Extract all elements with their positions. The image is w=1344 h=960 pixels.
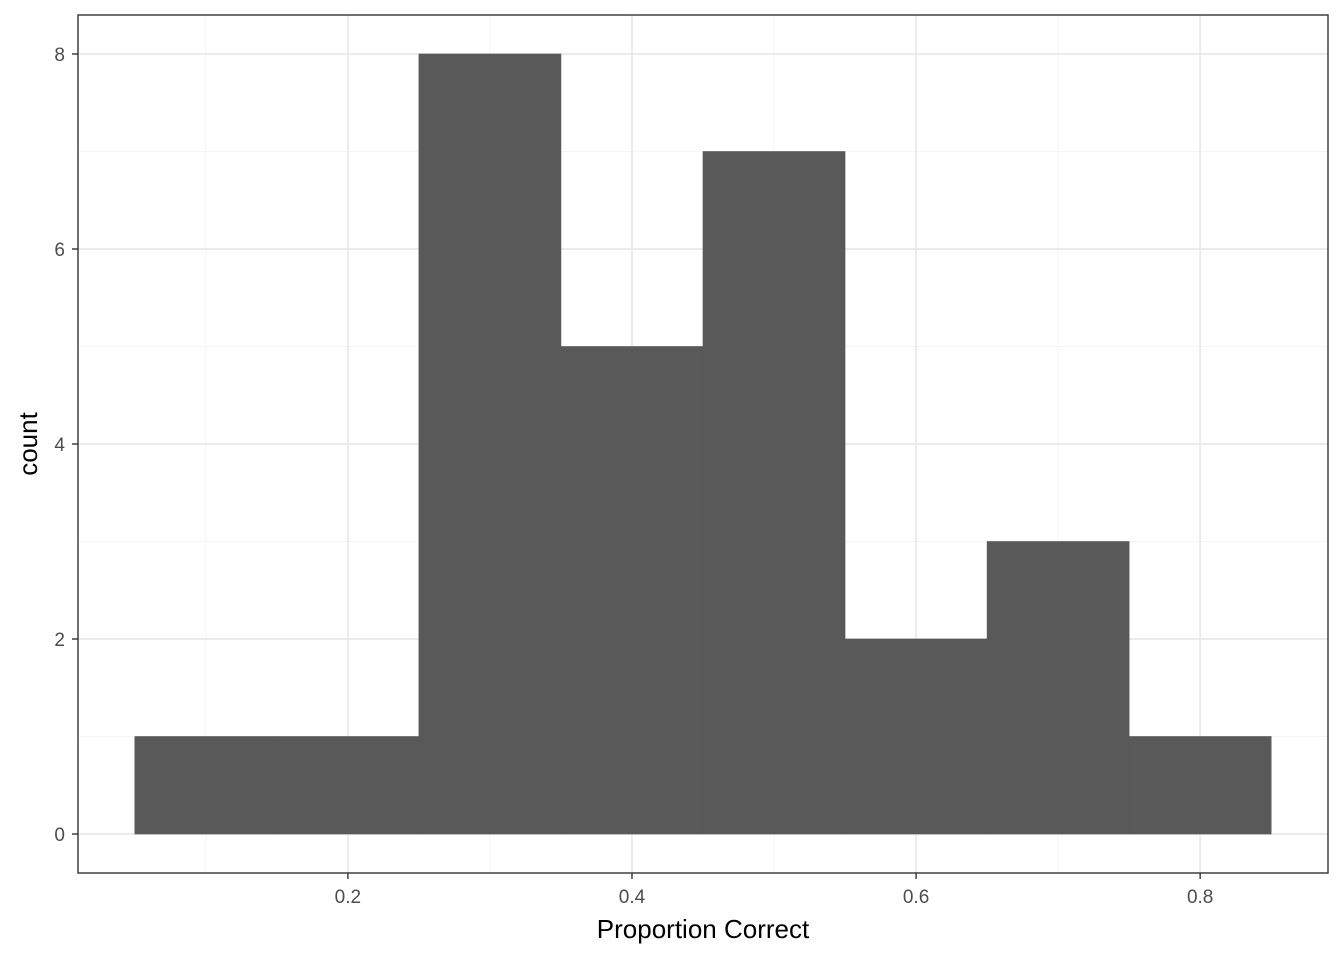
y-tick-label: 2 [54,630,65,651]
y-tick-label: 6 [54,240,65,261]
x-tick-label: 0.8 [1187,887,1213,908]
y-axis-ticks: 0 2 4 6 8 [54,45,78,846]
y-tick-label: 8 [54,45,65,66]
histogram-bar [986,541,1130,835]
x-axis-title: Proportion Correct [597,914,810,944]
histogram-bar [702,151,846,835]
histogram-bar [844,638,988,835]
x-tick-label: 0.4 [619,887,646,908]
histogram-bar [1128,736,1272,835]
histogram-bar [134,736,278,835]
y-axis-title: count [13,411,43,475]
x-axis-ticks: 0.2 0.4 0.6 0.8 [335,873,1213,908]
histogram-bars [134,53,1272,835]
y-tick-label: 0 [54,825,65,846]
histogram-bar [560,346,704,835]
histogram-bar [418,53,562,835]
y-tick-label: 4 [54,435,65,456]
x-tick-label: 0.2 [335,887,361,908]
x-tick-label: 0.6 [903,887,929,908]
histogram-bar [276,736,420,835]
